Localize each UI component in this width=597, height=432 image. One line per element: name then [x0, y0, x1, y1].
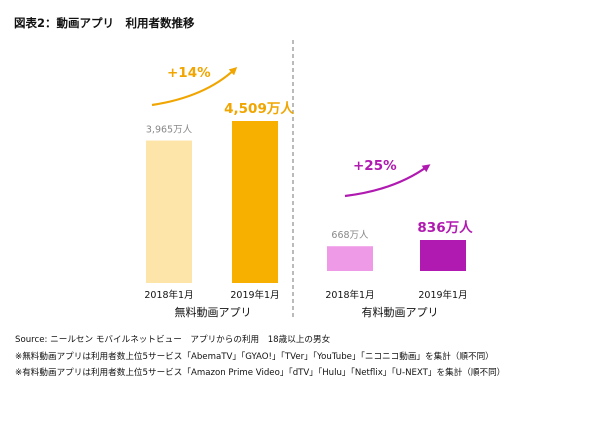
source-note: Source: ニールセン モバイルネットビュー アプリからの利用 18歳以上の…: [15, 335, 331, 345]
bar-1-1: [420, 240, 466, 271]
value-label-0-0: 3,965万人: [146, 125, 193, 136]
group-label-1: 有料動画アプリ: [362, 305, 439, 319]
paid-apps-note: ※有料動画アプリは利用者数上位5サービス「Amazon Prime Video」…: [15, 368, 506, 378]
category-label-1-0: 2018年1月: [325, 289, 374, 301]
bar-1-0: [327, 246, 373, 271]
group-label-0: 無料動画アプリ: [175, 305, 252, 319]
growth-arrow-0: [151, 66, 238, 107]
panel-0: 3,965万人 2018年1月 4,509万人 2019年1月 +14% 無料動画アプリ: [144, 65, 294, 319]
growth-label-0: +14%: [167, 65, 211, 81]
panel-1: 668万人 2018年1月 836万人 2019年1月 +25% 有料動画アプリ: [325, 158, 473, 319]
value-label-1-1: 836万人: [417, 220, 473, 236]
growth-arrow-1: [344, 164, 431, 198]
category-label-0-0: 2018年1月: [144, 289, 193, 301]
category-label-1-1: 2019年1月: [418, 289, 467, 301]
value-label-1-0: 668万人: [331, 230, 369, 241]
free-apps-note: ※無料動画アプリは利用者数上位5サービス「AbemaTV」「GYAO!」「TVe…: [15, 352, 494, 362]
bar-0-0: [146, 140, 192, 283]
category-label-0-1: 2019年1月: [230, 289, 279, 301]
chart-title: 図表2：動画アプリ 利用者数推移: [14, 16, 195, 30]
bar-0-1: [232, 121, 278, 283]
value-label-0-1: 4,509万人: [224, 101, 294, 117]
growth-label-1: +25%: [353, 158, 397, 174]
